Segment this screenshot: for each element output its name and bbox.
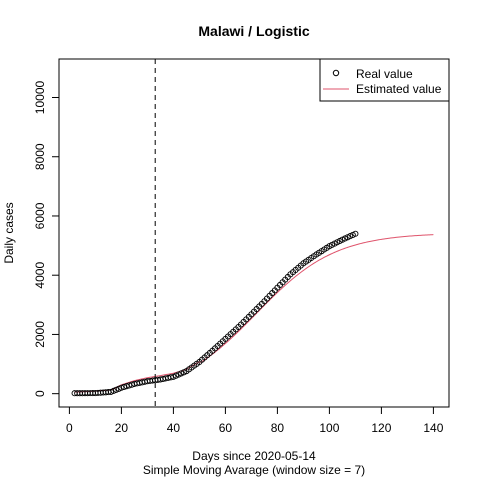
chart-title: Malawi / Logistic [198,23,309,39]
real-value-point [167,374,174,381]
x-tick-label: 80 [271,421,285,435]
y-axis: 0 2000 4000 6000 8000 10000 [33,80,60,397]
x-axis-title: Days since 2020-05-14 [192,449,316,463]
legend-real-label: Real value [356,67,413,81]
legend-estimated-label: Estimated value [356,82,442,96]
legend: Real value Estimated value [319,58,450,102]
y-tick-label: 2000 [33,321,47,348]
legend-box [319,58,450,102]
legend-real-marker [332,69,340,77]
y-tick-label: 10000 [33,80,47,114]
x-tick-label: 20 [115,421,129,435]
x-tick-label: 100 [319,421,339,435]
plot-area [71,59,434,407]
x-axis-subtitle: Simple Moving Avarage (window size = 7) [143,463,365,477]
x-tick-label: 0 [66,421,73,435]
x-tick-label: 60 [219,421,233,435]
x-tick-label: 40 [167,421,181,435]
plot-frame [58,58,450,408]
y-axis-title: Daily cases [2,202,16,263]
y-tick-label: 8000 [33,143,47,170]
real-value-point [352,230,359,237]
y-tick-label: 6000 [33,202,47,229]
x-tick-label: 120 [371,421,391,435]
y-tick-label: 0 [33,390,47,397]
x-axis: 0 20 40 60 80 100 120 140 [66,406,444,435]
estimated-value-line [74,234,434,393]
x-tick-label: 140 [423,421,443,435]
y-tick-label: 4000 [33,262,47,289]
